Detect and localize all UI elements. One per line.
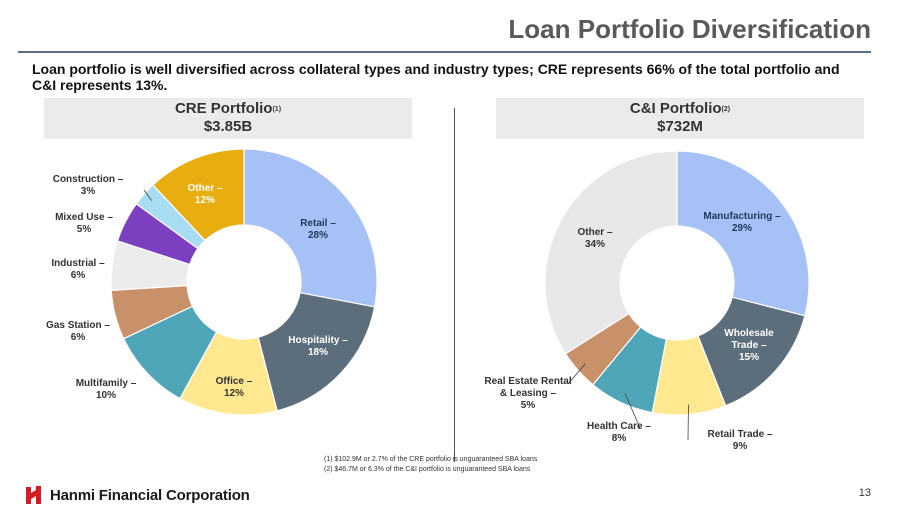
footnotes: (1) $102.9M or 2.7% of the CRE portfolio… xyxy=(324,455,537,475)
cre-label-mixed-use: Mixed Use –5% xyxy=(55,212,113,235)
company-name: Hanmi Financial Corporation xyxy=(50,486,250,504)
cre-panel-header: CRE Portfolio(1) $3.85B xyxy=(44,98,412,139)
cre-label-hospitality: Hospitality –18% xyxy=(288,335,348,358)
ci-label-retail-trade: Retail Trade –9% xyxy=(707,429,772,452)
ci-footnote-ref: (2) xyxy=(721,106,731,113)
cre-label-multifamily: Multifamily –10% xyxy=(76,378,137,401)
cre-label-construction: Construction –3% xyxy=(53,174,124,197)
ci-label-other: Other –34% xyxy=(577,227,612,250)
ci-leader-real-estate-rental-leasing xyxy=(567,363,586,385)
page-number: 13 xyxy=(858,487,871,499)
ci-chart-title: C&I Portfolio xyxy=(629,100,722,117)
ci-label-wholesale-trade: Wholesale Trade –15% xyxy=(724,328,774,363)
ci-slice-manufacturing xyxy=(676,150,810,317)
cre-slice-retail xyxy=(243,148,378,308)
cre-slice-other xyxy=(152,148,245,242)
ci-label-manufacturing: Manufacturing –29% xyxy=(703,211,781,234)
ci-slice-other xyxy=(544,150,678,355)
page-subtitle: Loan portfolio is well diversified acros… xyxy=(32,61,840,93)
company-logo: Hanmi Financial Corporation xyxy=(24,484,250,506)
ci-label-real-estate-rental-leasing: Real Estate Rental & Leasing –5% xyxy=(484,376,571,411)
page-title: Loan Portfolio Diversification xyxy=(508,14,871,44)
cre-chart-title: CRE Portfolio xyxy=(174,100,273,117)
hanmi-logo-icon xyxy=(26,486,41,504)
ci-panel-header: C&I Portfolio(2) $732M xyxy=(496,98,864,139)
cre-label-industrial: Industrial –6% xyxy=(51,258,105,281)
cre-footnote-ref: (1) xyxy=(272,106,282,113)
footnote-1: (1) $102.9M or 2.7% of the CRE portfolio… xyxy=(324,456,538,463)
cre-label-gas-station: Gas Station –6% xyxy=(46,320,110,343)
ci-chart-total: $732M xyxy=(657,118,703,135)
ci-leader-health-care xyxy=(624,393,641,429)
ci-label-health-care: Health Care –8% xyxy=(587,421,651,444)
cre-slice-hospitality xyxy=(257,291,376,412)
cre-chart-total: $3.85B xyxy=(203,118,253,135)
cre-label-other: Other –12% xyxy=(187,183,222,206)
title-rule xyxy=(18,51,871,53)
footnote-2: (2) $46.7M or 6.3% of the C&I portfolio … xyxy=(324,466,531,473)
cre-label-retail: Retail –28% xyxy=(300,218,336,241)
cre-leader-construction xyxy=(143,189,153,201)
cre-label-office: Office –12% xyxy=(216,376,253,399)
panel-divider xyxy=(454,108,455,462)
